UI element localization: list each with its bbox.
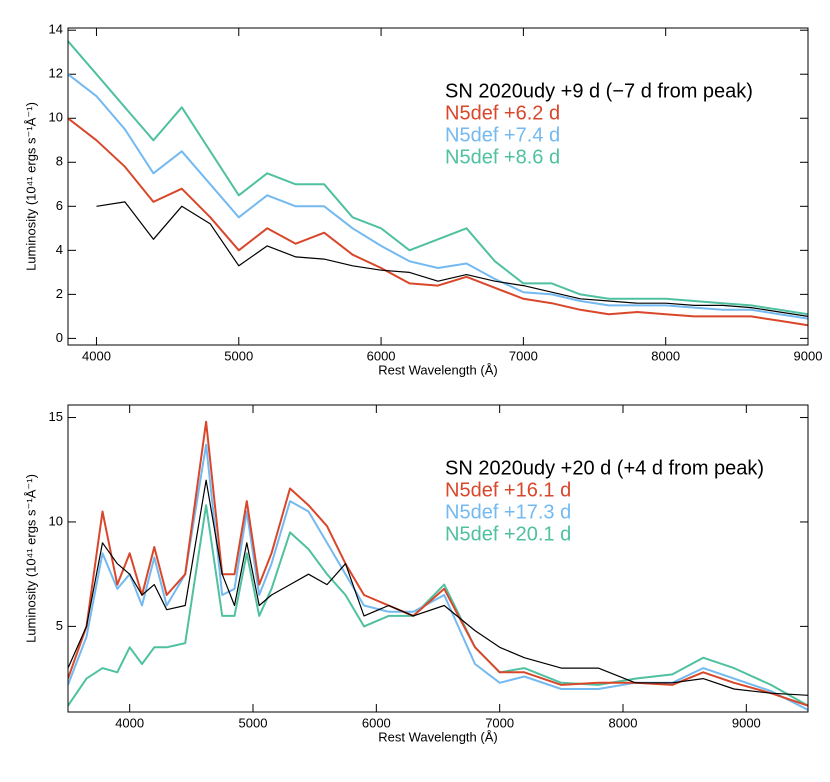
legend-entry: N5def +8.6 d	[445, 146, 560, 168]
legend-entry: N5def +7.4 d	[445, 124, 560, 146]
y-tick-label: 5	[56, 618, 63, 633]
y-tick-label: 10	[49, 110, 63, 125]
spectrum-line	[68, 443, 808, 711]
legend-entry: N5def +16.1 d	[445, 479, 571, 501]
x-tick-label: 8000	[651, 348, 680, 363]
spectrum-line	[68, 420, 808, 707]
spectrum-line	[96, 201, 808, 317]
legend-entry: N5def +6.2 d	[445, 102, 560, 124]
spectrum-line	[68, 479, 808, 696]
y-tick-label: 12	[49, 66, 63, 81]
plot-frame	[67, 404, 809, 713]
legend-entry: N5def +20.1 d	[445, 523, 571, 545]
y-tick-label: 15	[49, 409, 63, 424]
chart: 5 10 15 4000 5000 6000 7000 8000 9000 Rest Wavele…	[23, 404, 809, 744]
x-tick-label: 5000	[239, 715, 268, 730]
spectrum-line	[68, 73, 808, 320]
legend-entry: SN 2020udy +20 d (+4 d from peak)	[445, 457, 764, 479]
y-tick-label: 8	[56, 154, 63, 169]
chart: 0 2 4 6 8 10 12 14 4000 5000 6000 7000 8000 9000 Rest …	[23, 22, 822, 378]
x-tick-label: 9000	[794, 348, 823, 363]
spectrum-line	[68, 117, 808, 327]
y-axis-label: Luminosity (10⁴¹ ergs s⁻¹Å⁻¹)	[23, 474, 38, 643]
y-tick-label: 10	[49, 513, 63, 528]
legend-entry: SN 2020udy +9 d (−7 d from peak)	[445, 80, 753, 102]
x-tick-label: 4000	[115, 715, 144, 730]
x-axis-label: Rest Wavelength (Å)	[378, 362, 497, 377]
spectrum-line	[68, 504, 808, 707]
spectrum-line	[68, 40, 808, 316]
legend-entry: N5def +17.3 d	[445, 501, 571, 523]
y-tick-label: 0	[56, 330, 63, 345]
x-tick-label: 7000	[509, 348, 538, 363]
x-axis-label: Rest Wavelength (Å)	[378, 729, 497, 744]
y-tick-label: 6	[56, 198, 63, 213]
x-tick-label: 5000	[224, 348, 253, 363]
x-tick-label: 6000	[367, 348, 396, 363]
y-axis-label: Luminosity (10⁴¹ ergs s⁻¹Å⁻¹)	[23, 102, 38, 271]
x-tick-label: 9000	[732, 715, 761, 730]
x-tick-label: 8000	[609, 715, 638, 730]
y-tick-label: 2	[56, 286, 63, 301]
x-tick-label: 7000	[485, 715, 514, 730]
y-tick-label: 14	[49, 22, 63, 37]
plot-frame	[67, 27, 809, 346]
y-tick-label: 4	[56, 242, 63, 257]
x-tick-label: 6000	[362, 715, 391, 730]
x-tick-label: 4000	[82, 348, 111, 363]
